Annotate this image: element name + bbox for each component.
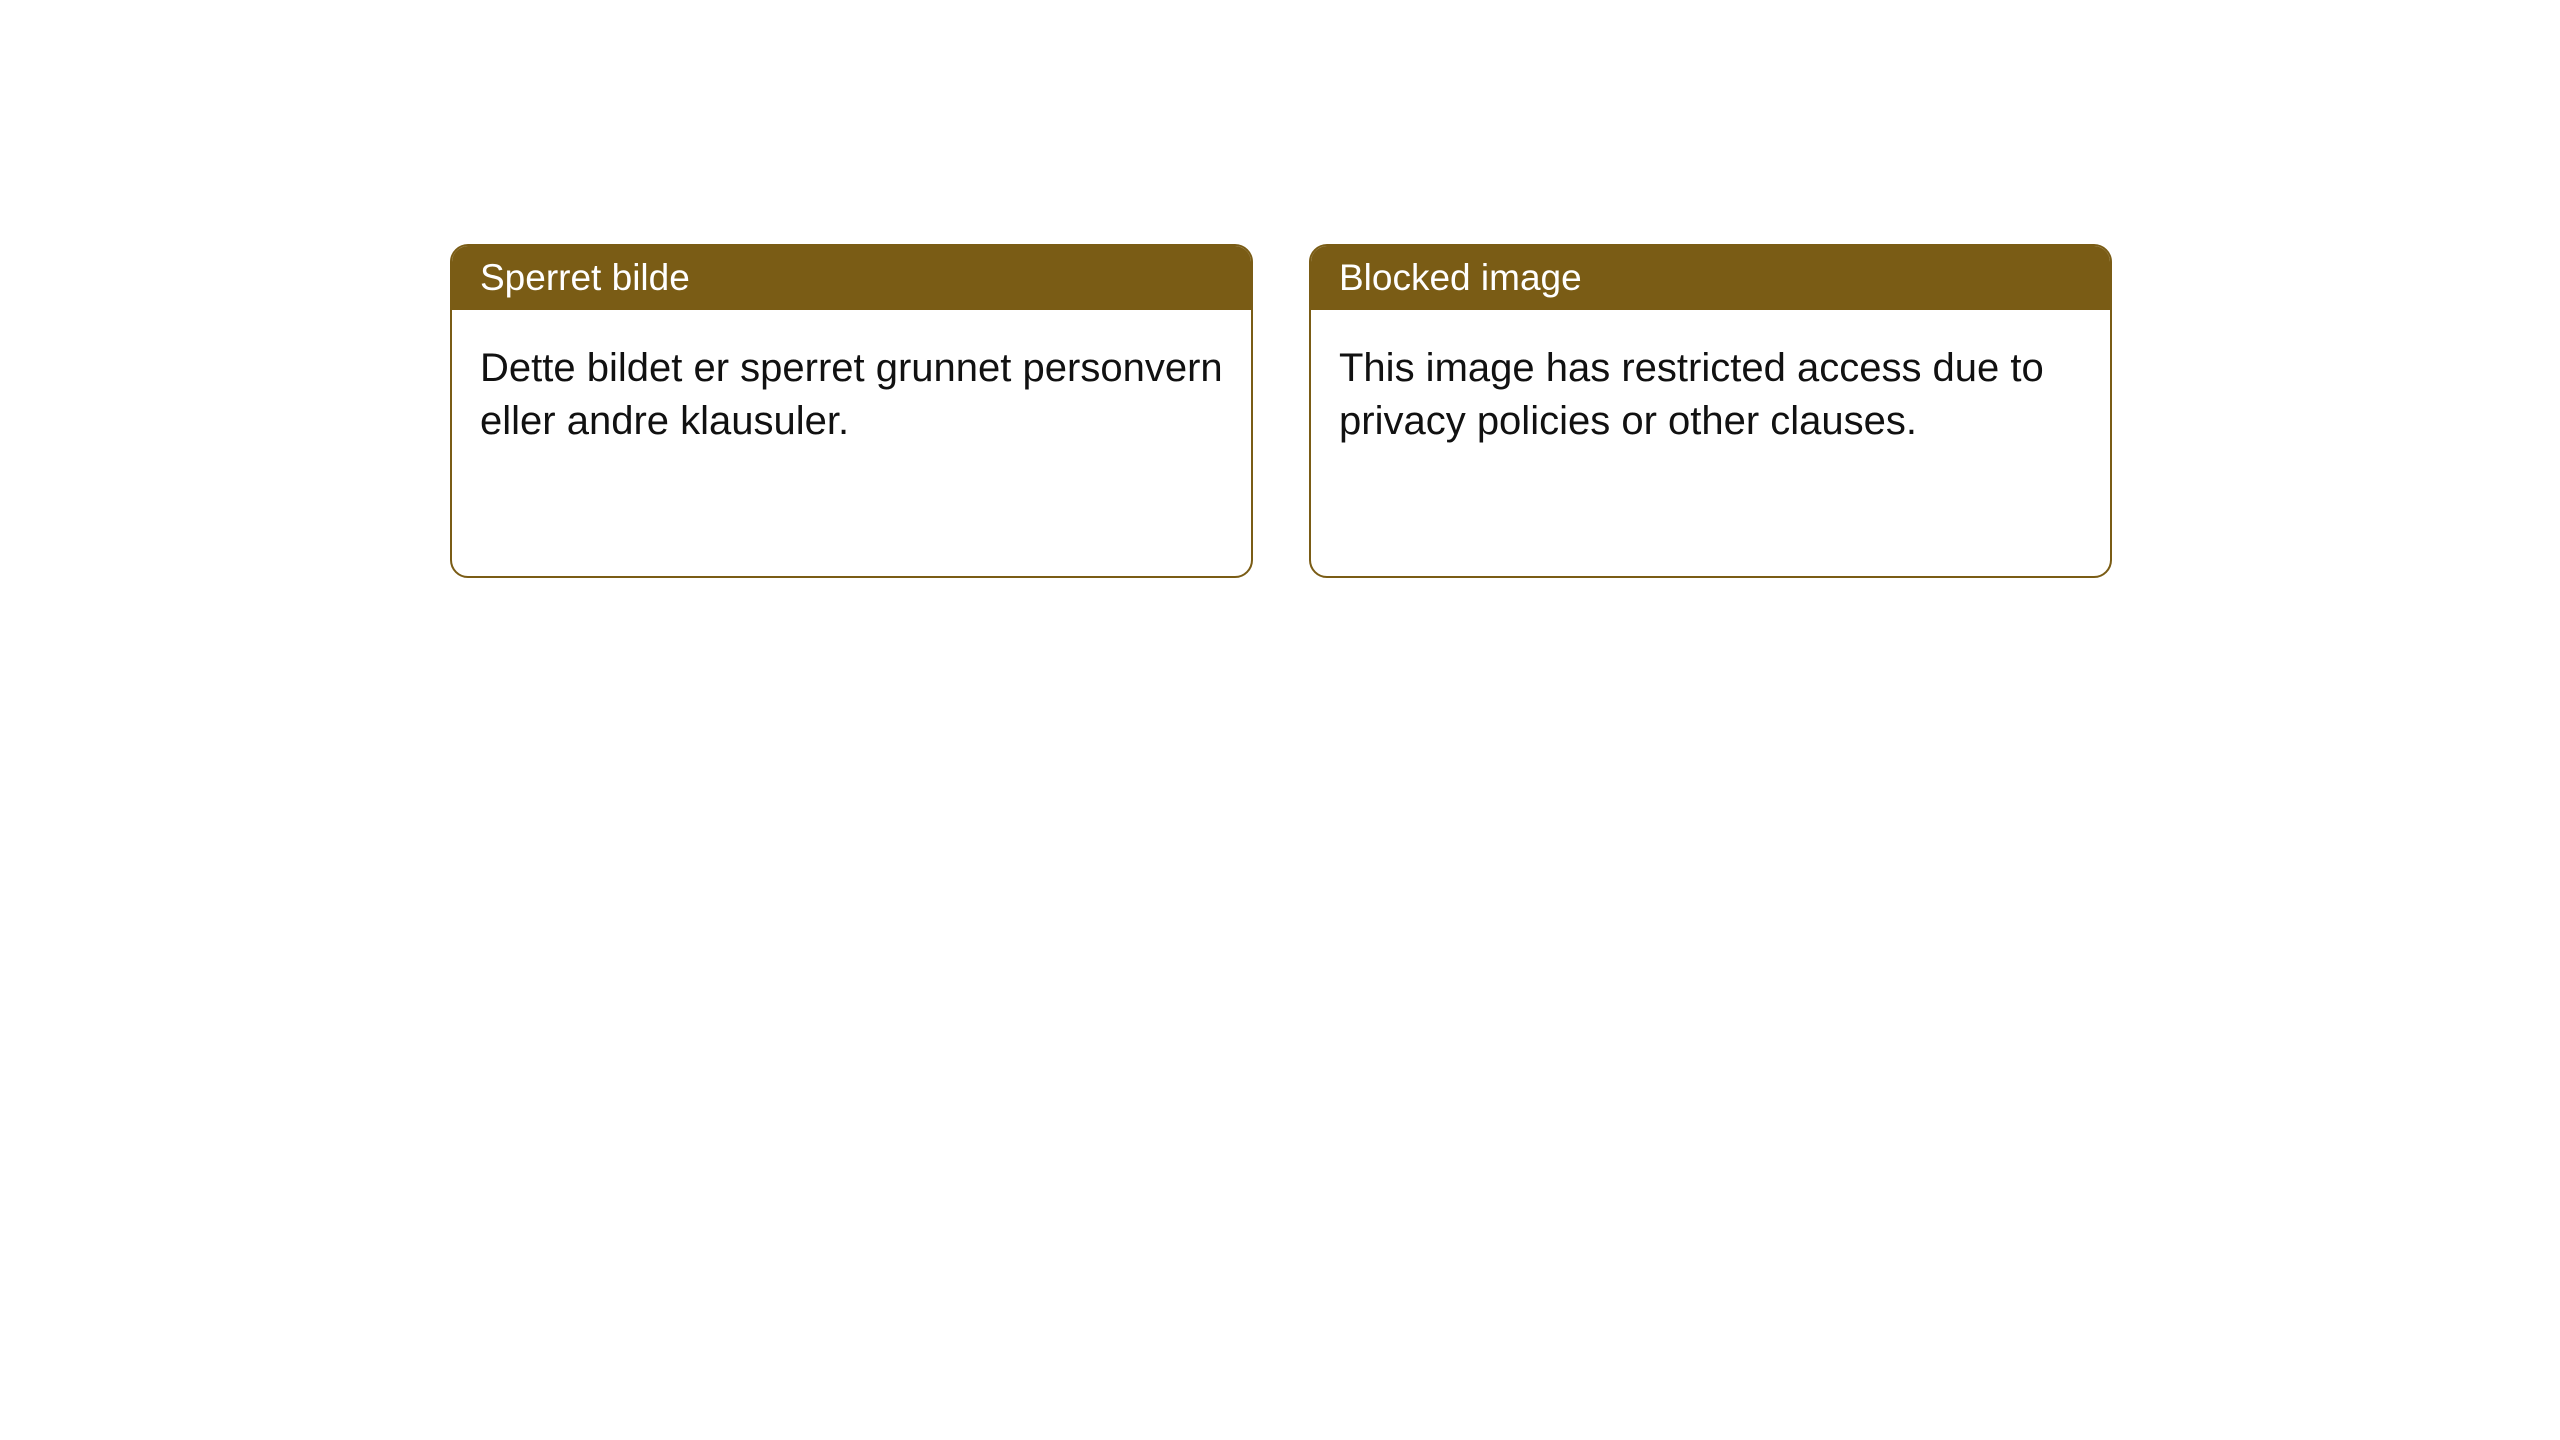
blocked-notice-english: Blocked image This image has restricted … — [1309, 244, 2112, 578]
blocked-notice-norwegian: Sperret bilde Dette bildet er sperret gr… — [450, 244, 1253, 578]
notice-title-english: Blocked image — [1311, 246, 2110, 310]
blocked-image-notices: Sperret bilde Dette bildet er sperret gr… — [450, 244, 2560, 578]
notice-title-norwegian: Sperret bilde — [452, 246, 1251, 310]
notice-body-english: This image has restricted access due to … — [1311, 310, 2110, 480]
notice-body-norwegian: Dette bildet er sperret grunnet personve… — [452, 310, 1251, 480]
